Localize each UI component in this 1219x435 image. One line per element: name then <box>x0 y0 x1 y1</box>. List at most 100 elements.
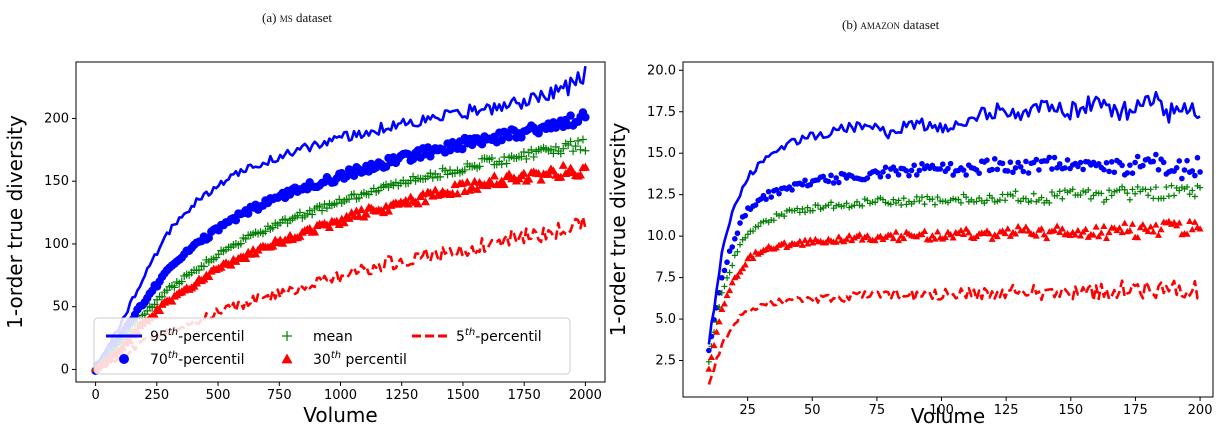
data-point <box>1080 166 1086 173</box>
data-point <box>315 201 324 210</box>
data-point <box>403 199 413 208</box>
data-point <box>929 196 936 203</box>
x-tick-label: 125 <box>994 403 1019 418</box>
data-point <box>976 170 982 177</box>
legend-label-base: 70 <box>150 352 168 368</box>
data-point <box>713 304 720 311</box>
data-point <box>1077 232 1085 239</box>
data-point <box>1090 231 1098 238</box>
data-point <box>1132 190 1139 197</box>
caption-b-name: amazon <box>860 17 900 32</box>
data-point <box>1051 154 1058 161</box>
data-point <box>776 190 782 197</box>
data-point <box>308 210 317 219</box>
legend-label-base: 95 <box>150 329 168 345</box>
data-point <box>472 184 482 193</box>
data-point <box>733 272 741 279</box>
x-tick-label: 0 <box>91 388 99 403</box>
data-point <box>536 175 546 184</box>
data-point <box>1023 158 1029 165</box>
data-point <box>1119 162 1125 169</box>
data-point <box>1126 227 1134 234</box>
data-point <box>1071 231 1079 238</box>
data-point <box>1105 228 1113 236</box>
data-point <box>955 196 962 203</box>
data-point <box>499 179 509 189</box>
data-point <box>713 328 721 335</box>
data-point <box>864 197 871 204</box>
data-point <box>268 241 278 250</box>
data-point <box>752 202 759 208</box>
y-tick-label: 100 <box>44 237 69 252</box>
data-point <box>916 197 923 204</box>
data-point <box>945 165 951 172</box>
data-point <box>949 234 957 241</box>
x-tick-label: 100 <box>929 403 954 418</box>
legend-label-base: mean <box>313 329 353 345</box>
data-point <box>344 213 354 222</box>
data-point <box>892 228 900 235</box>
data-point <box>734 230 741 237</box>
data-point <box>820 173 827 180</box>
data-point <box>569 147 578 156</box>
data-point <box>962 225 970 232</box>
data-point <box>1181 167 1188 173</box>
data-point <box>880 169 886 175</box>
legend-label: mean <box>313 329 353 345</box>
data-point <box>543 169 553 178</box>
data-point <box>742 212 749 219</box>
series-70th-percentil <box>706 151 1203 354</box>
data-point <box>1134 233 1142 241</box>
data-point <box>1058 225 1066 232</box>
data-point <box>983 197 990 204</box>
data-point <box>1163 184 1170 191</box>
data-point <box>801 236 809 243</box>
data-point <box>1184 157 1190 164</box>
data-point <box>1022 195 1029 202</box>
legend-handle <box>119 354 129 364</box>
data-point <box>798 241 806 248</box>
y-tick-label: 2.5 <box>655 354 676 369</box>
data-point <box>1188 225 1196 233</box>
data-point <box>1022 223 1030 230</box>
data-point <box>1173 165 1180 171</box>
data-point <box>1111 188 1118 195</box>
data-point <box>763 196 769 203</box>
data-point <box>502 159 511 168</box>
data-point <box>999 191 1006 198</box>
data-point <box>937 166 943 172</box>
data-point <box>1152 221 1160 228</box>
data-point <box>957 199 964 206</box>
data-point <box>1002 197 1009 204</box>
legend-label-rest: percentil <box>341 352 407 368</box>
data-point <box>1127 162 1133 168</box>
data-point <box>918 230 926 238</box>
data-point <box>413 199 423 208</box>
data-point <box>993 232 1001 240</box>
data-point <box>475 162 484 171</box>
y-tick-label: 17.5 <box>647 105 676 120</box>
data-point <box>443 170 452 179</box>
data-point <box>931 201 938 208</box>
data-point <box>519 168 529 177</box>
data-point <box>1085 186 1092 193</box>
data-point <box>1142 186 1149 193</box>
data-point <box>177 277 186 286</box>
data-point <box>960 167 967 173</box>
legend-box <box>93 317 571 375</box>
data-point <box>895 236 903 244</box>
data-point <box>436 172 445 181</box>
data-point <box>1116 186 1123 193</box>
data-point <box>549 149 558 158</box>
plot-area <box>705 91 1204 385</box>
data-point <box>989 166 995 173</box>
x-tick-label: 1000 <box>324 388 357 403</box>
data-point <box>170 283 179 292</box>
data-point <box>1004 168 1011 174</box>
legend-label: 30th percentil <box>313 350 407 368</box>
data-point <box>295 231 305 240</box>
legend-label-sup: th <box>168 350 178 361</box>
data-point <box>715 318 723 325</box>
data-point <box>731 252 738 259</box>
data-point <box>895 172 902 178</box>
